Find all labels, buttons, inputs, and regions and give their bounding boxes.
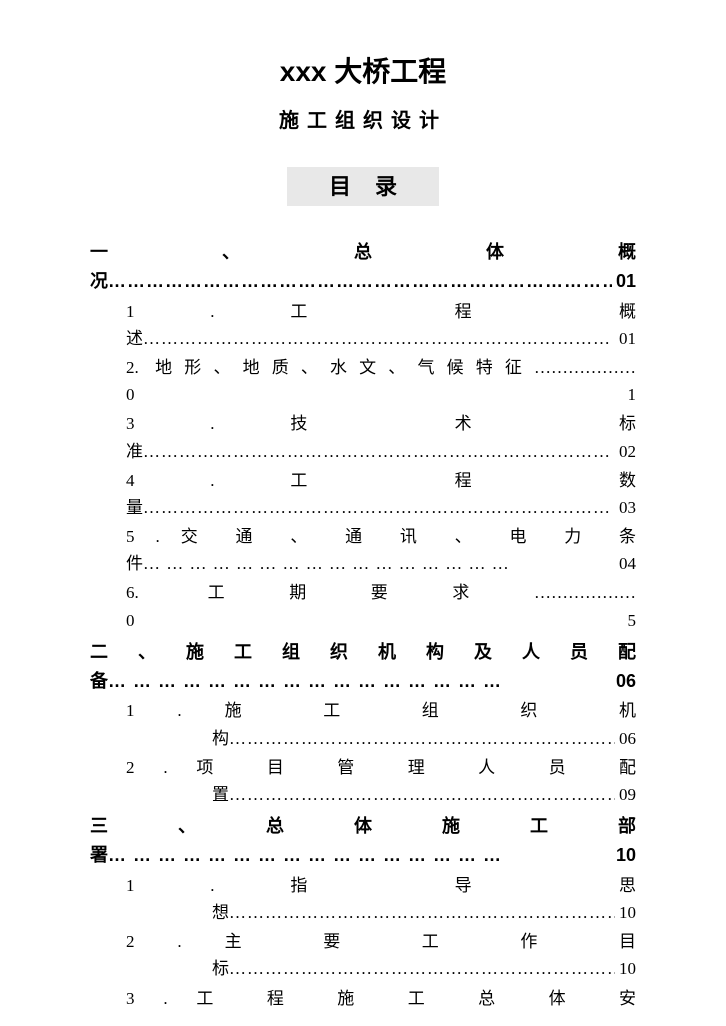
toc-item-1-2: 2. 地形、地质、水文、气候特征……………… 0 1 [126,354,636,408]
leader-dots: … … … … … … … … … … … … … … … … [108,667,612,696]
toc-item-2-1: 1 . 施 工 组 织 机 构 ………………………………………………………………… [126,697,636,751]
page-number: 04 [615,550,636,577]
toc-heading: 目录 [287,167,439,206]
toc-item-3-3: 3 . 工 程 施 工 总 体 安 [126,985,636,1012]
leader-dots: … … … … … … … … … … … … … … … … [108,841,612,870]
document-subtitle: 施工组织设计 [90,105,636,137]
item-title: 地形、地质、水文、气候特征 [155,358,534,377]
item-title-cont: 准 [126,438,143,465]
leader-dots: …………………………………………………………………… [143,438,615,465]
leader-dots: …………………………………………………………………… [229,725,615,752]
document-title: xxx 大桥工程 [90,50,636,95]
item-title-cont: 置 [212,781,229,808]
toc-item-3-2: 2 . 主 要 工 作 目 标 ………………………………………………………………… [126,928,636,982]
item-title-cont: 件 [126,550,143,577]
leader-dots: …………………………………………………………………… [229,781,615,808]
page-number: 01 [615,325,636,352]
item-title: 工期要求 [208,583,534,602]
toc-item-1-6: 6. 工期要求……………… 0 5 [126,579,636,633]
leader-dots: ………………………………………………………………………… [108,267,612,296]
item-num: 6. [126,583,139,602]
leader-dots: …………………………………………………………………… [229,955,615,982]
toc-section-1: 一 、 总 体 概 况 …………………………………………………………………………… [90,238,636,296]
page-number: 06 [612,667,636,696]
page-digit-1: 0 [126,385,135,404]
leader-dots: …………………………………………………………………… [229,899,615,926]
toc-item-1-4: 4 . 工 程 数 量 …………………………………………………………………… 0… [126,467,636,521]
page-number: 10 [615,955,636,982]
item-title-cont: 构 [212,725,229,752]
toc-item-1-1: 1 . 工 程 概 述 …………………………………………………………………… 0… [126,298,636,352]
section-title-cont: 况 [90,267,108,296]
page-number: 09 [615,781,636,808]
item-title-cont: 标 [212,955,229,982]
page-number: 10 [615,899,636,926]
page-number: 10 [612,841,636,870]
leader-dots: ……………… [534,583,636,602]
toc-section-3: 三 、 总 体 施 工 部 署 … … … … … … … … … … … … … [90,812,636,870]
item-title-cont: 述 [126,325,143,352]
toc-section-2: 二 、 施 工 组 织 机 构 及 人 员 配 备 … … … … … … … … [90,638,636,696]
leader-dots: … … … … … … … … … … … … … … … … [143,550,615,577]
toc-item-3-1: 1 . 指 导 思 想 …………………………………………………………………… 1… [126,872,636,926]
page-number: 06 [615,725,636,752]
leader-dots: …………………………………………………………………… [143,494,615,521]
leader-dots: …………………………………………………………………… [143,325,615,352]
page-digit-1: 0 [126,611,135,630]
page-number: 02 [615,438,636,465]
section-title-cont: 备 [90,667,108,696]
item-title-cont: 想 [212,899,229,926]
page-digit-2: 5 [628,611,637,630]
page-number: 01 [612,267,636,296]
section-title-cont: 署 [90,841,108,870]
toc-item-1-5: 5 . 交 通 、 通 讯 、 电 力 条 件 … … … … … … … … … [126,523,636,577]
toc-item-1-3: 3 . 技 术 标 准 …………………………………………………………………… 0… [126,410,636,464]
page-number: 03 [615,494,636,521]
item-title-cont: 量 [126,494,143,521]
page-digit-2: 1 [628,385,637,404]
item-num: 2. [126,358,139,377]
toc-item-2-2: 2 . 项 目 管 理 人 员 配 置 ……………………………………………………… [126,754,636,808]
leader-dots: ……………… [534,358,636,377]
